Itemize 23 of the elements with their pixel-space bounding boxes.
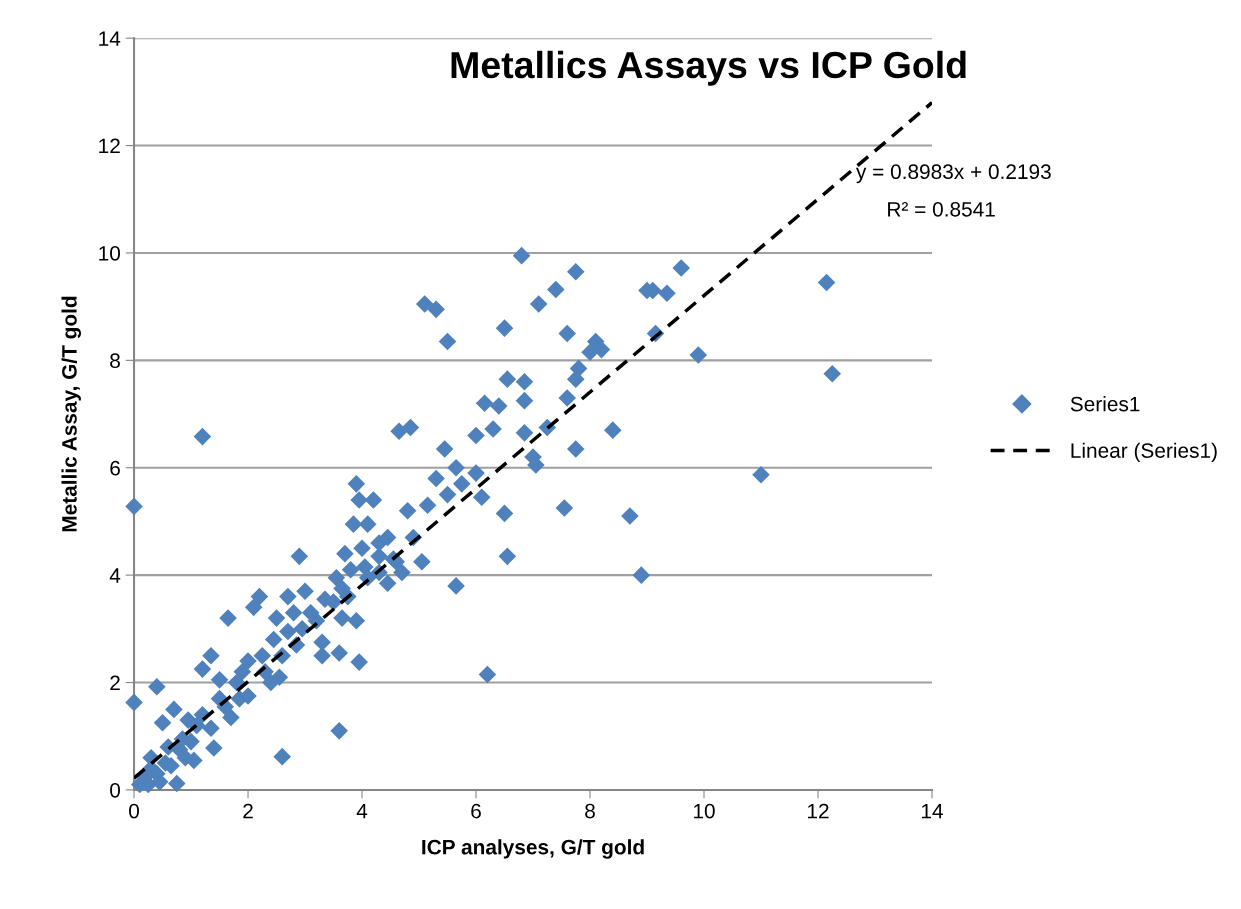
x-tick-label: 8 (585, 803, 595, 819)
y-tick-label: 6 (110, 460, 120, 476)
legend-label: Linear (Series1) (1071, 442, 1217, 463)
y-axis-title: Metallic Assay, G/T gold (61, 296, 81, 532)
y-tick-label: 10 (99, 245, 121, 261)
annotation: y = 0.8983x + 0.2193 (855, 164, 1051, 184)
y-tick-label: 8 (110, 353, 120, 369)
x-tick-label: 0 (129, 803, 140, 819)
y-tick-label: 2 (110, 675, 120, 691)
annotation: R² = 0.8541 (888, 201, 995, 217)
y-tick-label: 4 (109, 568, 121, 583)
x-tick-label: 12 (808, 803, 829, 819)
y-tick-label: 12 (99, 138, 120, 154)
x-tick-label: 6 (471, 803, 481, 819)
chart-title: Metallics Assays vs ICP Gold (451, 50, 966, 86)
x-axis-title: ICP analyses, G/T gold (422, 839, 644, 859)
x-tick-label: 4 (356, 803, 368, 819)
x-tick-label: 10 (694, 803, 715, 819)
x-tick-label: 14 (921, 803, 943, 819)
y-tick-label: 14 (99, 31, 121, 46)
x-tick-label: 2 (243, 803, 253, 819)
legend-label: Series1 (1070, 396, 1140, 412)
y-tick-label: 0 (110, 782, 121, 798)
